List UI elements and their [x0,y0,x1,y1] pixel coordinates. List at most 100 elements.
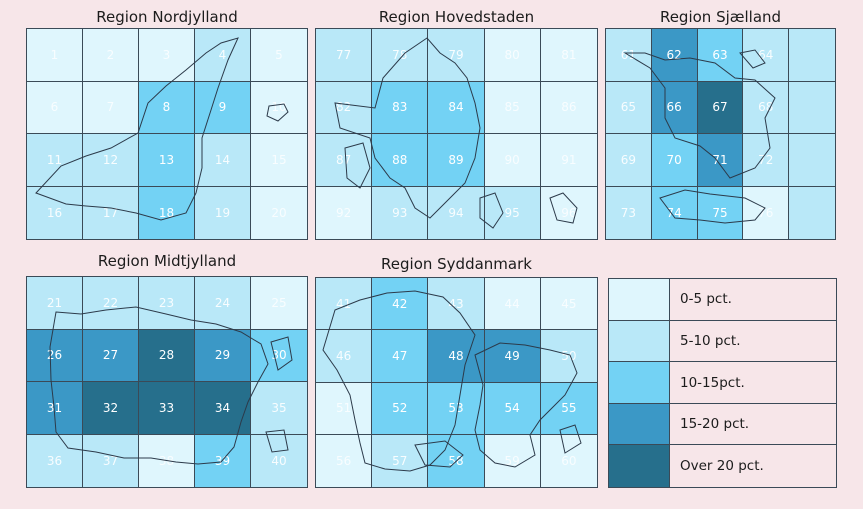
map-cell: 8 [139,81,195,134]
legend-swatch [609,279,670,320]
map-cell: 53 [428,382,485,435]
map-cell: 69 [606,134,652,187]
map-cell: 38 [139,434,195,487]
map-cell: 73 [606,186,652,239]
region-midtjylland: Region Midtjylland 21 22 23 24 25 26 27 28 29 30 3… [26,252,308,488]
map-cell: 31 [27,382,83,435]
map-cell: 79 [428,29,485,82]
map-cell [789,29,835,82]
map-cell: 1 [27,29,83,82]
cell-grid: 61 62 63 64 65 66 67 68 69 70 71 72 73 74 75 76 [605,28,836,240]
map-cell: 78 [372,29,429,82]
map-cell: 39 [195,434,251,487]
map-cell: 61 [606,29,652,82]
map-cell: 25 [251,277,307,330]
map-cell: 4 [195,29,251,82]
map-cell: 17 [83,186,139,239]
map-cell: 49 [484,330,541,383]
region-title: Region Midtjylland [97,252,237,270]
legend-swatch [609,320,670,362]
legend: 0-5 pct. 5-10 pct. 10-15pct. 15-20 pct. Over… [608,278,837,488]
map-cell: 33 [139,382,195,435]
map-cell: 12 [83,134,139,187]
map-cell: 51 [316,382,373,435]
map-cell: 59 [484,434,541,487]
map-cell: 14 [195,134,251,187]
map-cell: 70 [651,134,698,187]
legend-label: 0-5 pct. [670,279,836,320]
map-cell: 15 [251,134,307,187]
map-cell: 48 [428,330,485,383]
map-cell: 6 [27,81,83,134]
map-cell: 47 [372,330,429,383]
map-cell: 89 [428,134,485,187]
map-cell: 65 [606,81,652,134]
legend-item: Over 20 pct. [609,445,836,488]
map-cell: 32 [83,382,139,435]
map-cell: 24 [195,277,251,330]
map-cell [789,186,835,239]
map-cell: 91 [540,134,597,187]
region-title: Region Sjælland [659,8,782,26]
region-syddanmark: Region Syddanmark 41 42 43 44 45 46 47 48 49 50 51… [315,255,598,488]
map-cell: 22 [83,277,139,330]
map-cell: 27 [83,329,139,382]
map-cell: 74 [651,186,698,239]
map-cell: 10 [251,81,307,134]
map-cell [789,81,835,134]
legend-item: 0-5 pct. [609,279,836,321]
map-cell: 46 [316,330,373,383]
region-nordjylland: Region Nordjylland 1 2 3 4 5 6 7 8 9 10 11 12 13 14 15… [26,8,308,240]
map-cell: 40 [251,434,307,487]
map-cell: 76 [743,186,790,239]
legend-item: 15-20 pct. [609,403,836,446]
map-cell: 34 [195,382,251,435]
region-title: Region Syddanmark [381,255,532,273]
map-cell: 96 [540,186,597,239]
map-cell: 75 [697,186,744,239]
map-cell: 68 [743,81,790,134]
map-cell: 92 [316,186,373,239]
region-title: Region Nordjylland [96,8,238,26]
map-cell: 80 [484,29,541,82]
region-title: Region Hovedstaden [378,8,535,26]
map-cell: 85 [484,81,541,134]
map-cell: 50 [540,330,597,383]
map-cell: 11 [27,134,83,187]
map-cell: 37 [83,434,139,487]
map-cell: 63 [697,29,744,82]
map-cell: 71 [697,134,744,187]
cell-grid: 21 22 23 24 25 26 27 28 29 30 31 32 33 34 35 36 37 38 39 40 [26,276,308,488]
map-cell: 64 [743,29,790,82]
map-cell: 16 [27,186,83,239]
map-cell: 44 [484,278,541,331]
map-cell: 41 [316,278,373,331]
map-cell: 94 [428,186,485,239]
map-cell: 66 [651,81,698,134]
map-cell: 35 [251,382,307,435]
map-cell [789,134,835,187]
map-cell: 58 [428,434,485,487]
map-cell: 36 [27,434,83,487]
map-cell: 93 [372,186,429,239]
map-cell: 20 [251,186,307,239]
map-cell: 42 [372,278,429,331]
legend-swatch [609,445,670,488]
legend-item: 10-15pct. [609,362,836,404]
map-cell: 23 [139,277,195,330]
legend-label: 5-10 pct. [670,320,836,362]
legend-label: Over 20 pct. [670,445,836,488]
map-cell: 54 [484,382,541,435]
map-cell: 43 [428,278,485,331]
map-cell: 55 [540,382,597,435]
cell-grid: 1 2 3 4 5 6 7 8 9 10 11 12 13 14 15 16 17 18 19 20 [26,28,308,240]
map-cell: 2 [83,29,139,82]
map-cell: 9 [195,81,251,134]
map-cell: 56 [316,434,373,487]
map-cell: 90 [484,134,541,187]
map-cell: 72 [743,134,790,187]
map-cell: 26 [27,329,83,382]
map-cell: 87 [316,134,373,187]
map-cell: 13 [139,134,195,187]
map-cell: 67 [697,81,744,134]
